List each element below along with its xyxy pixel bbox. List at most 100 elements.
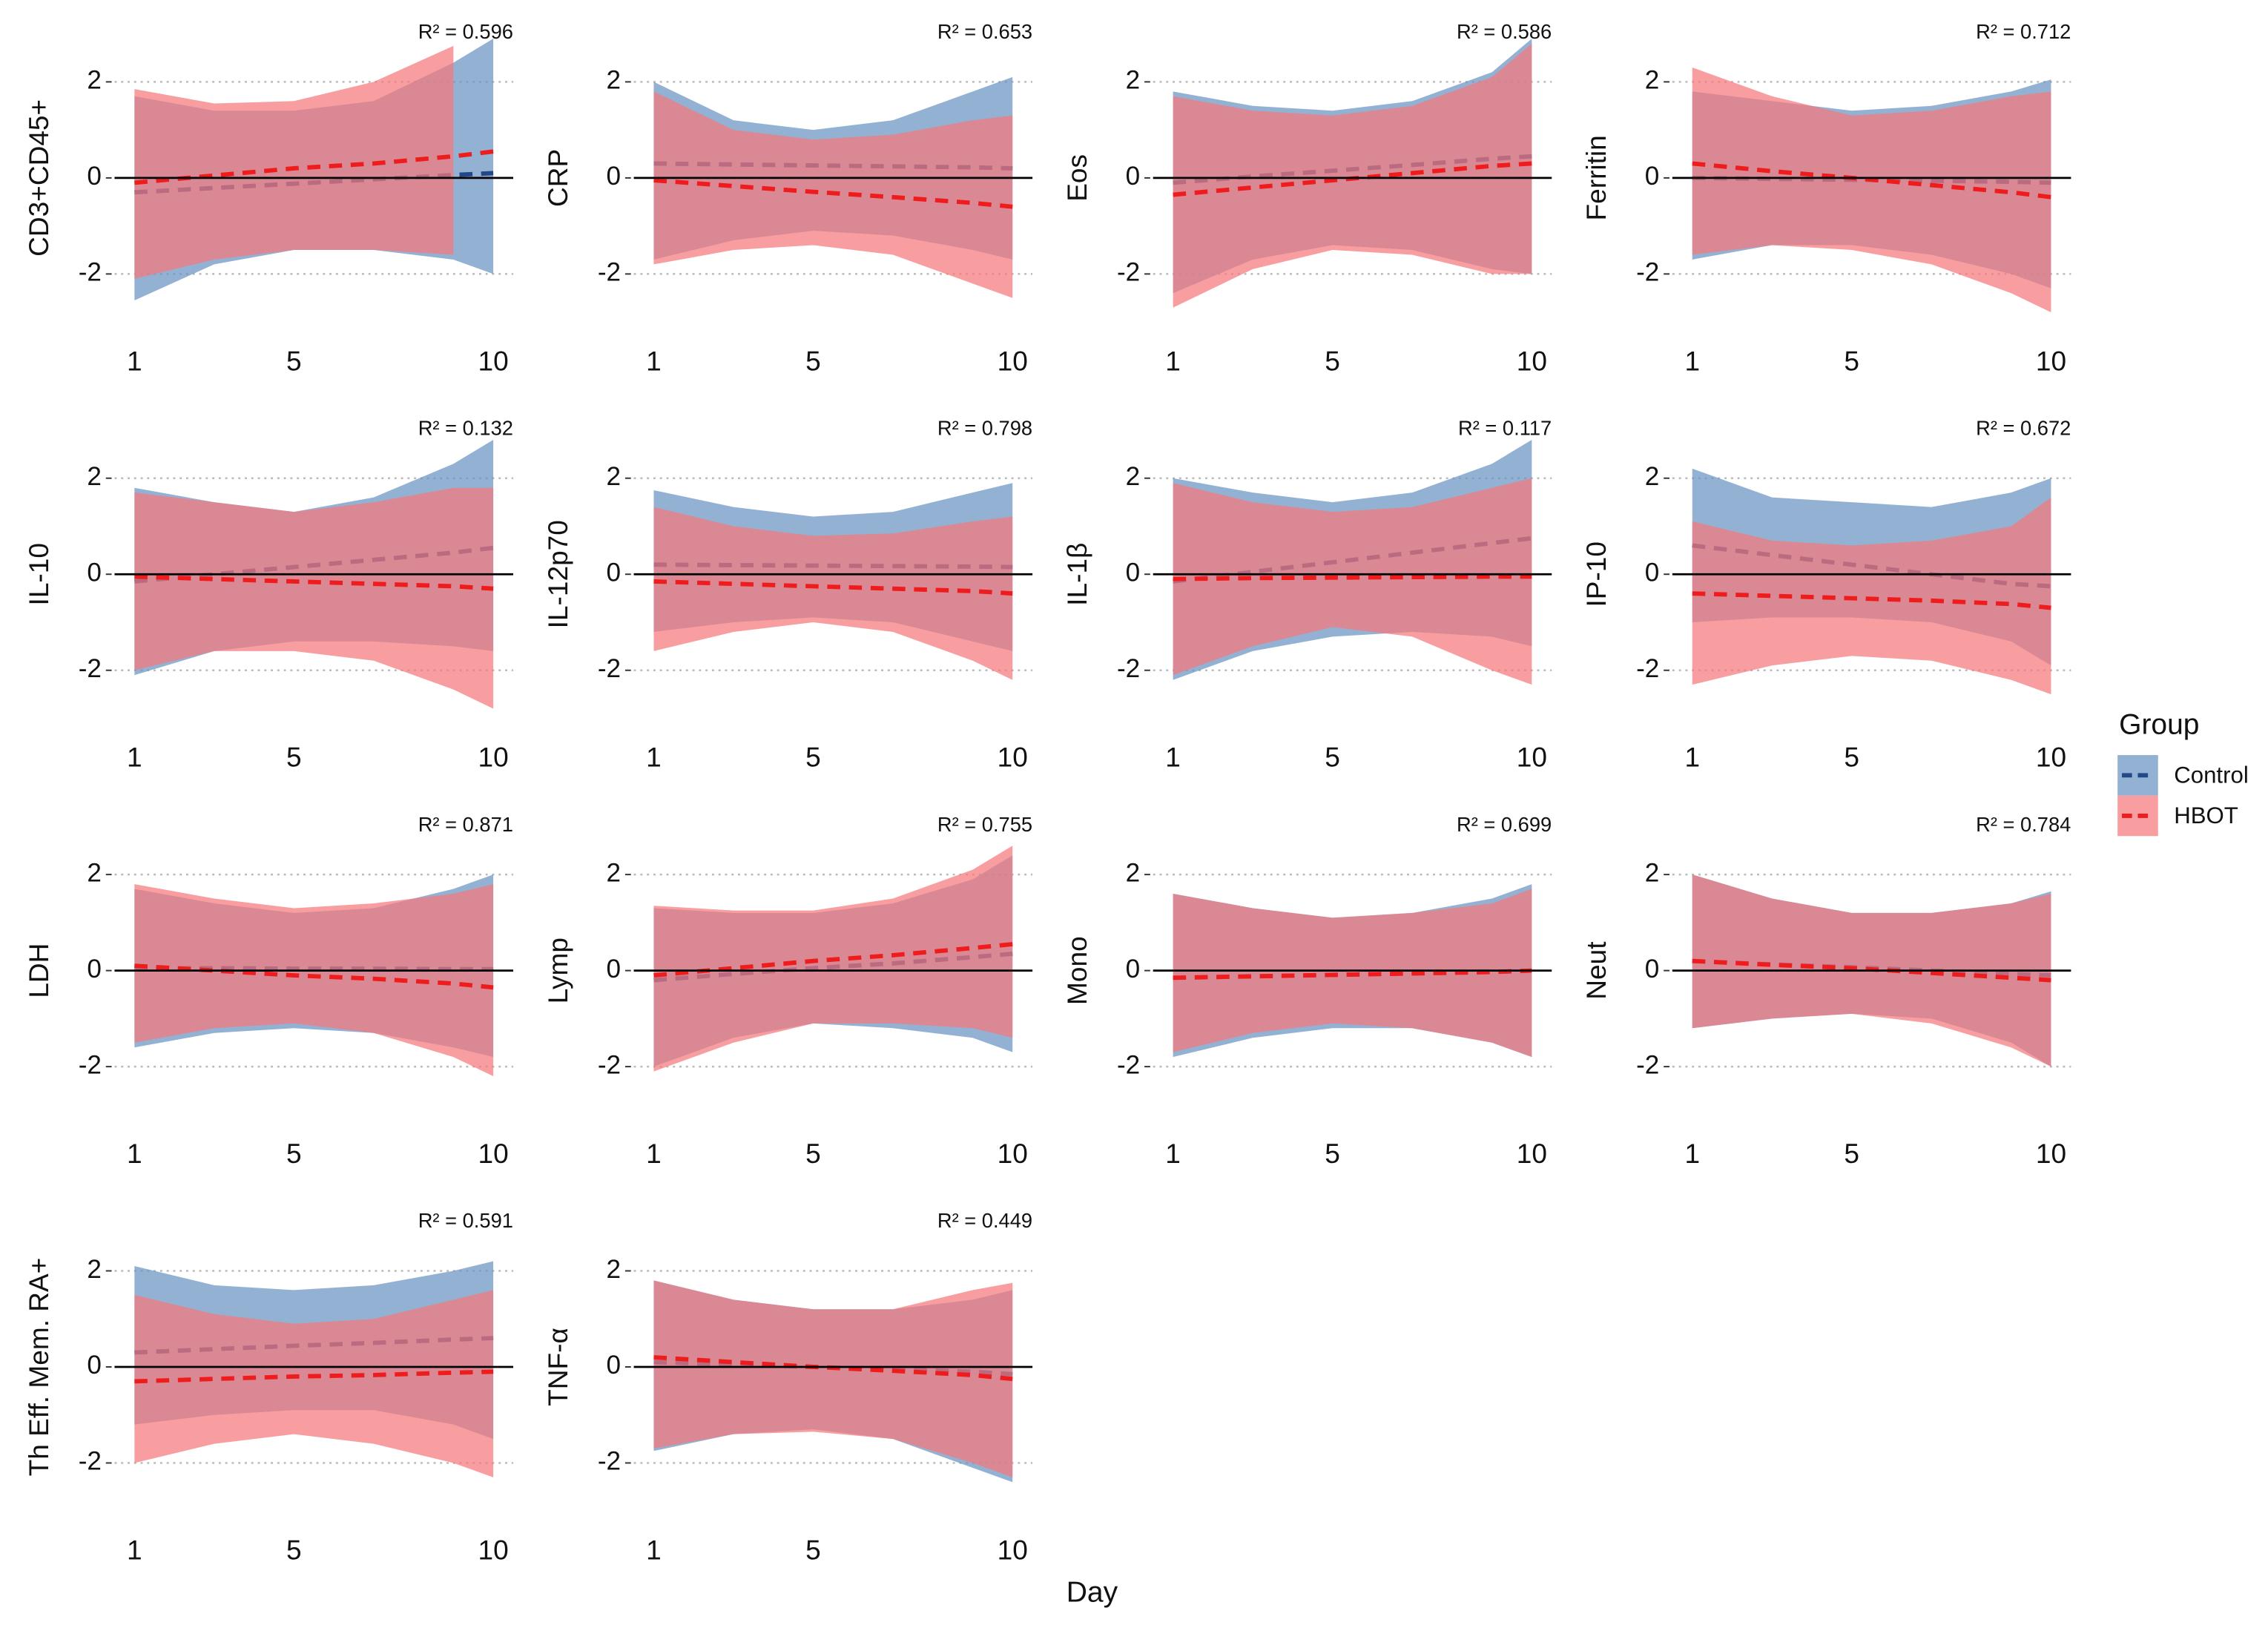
x-tick-label: 10 [478, 742, 508, 773]
x-tick-label: 1 [127, 1534, 142, 1565]
x-tick-label: 1 [127, 742, 142, 773]
annotation: R² = 0.699 [1457, 813, 1552, 836]
legend-label: Control [2174, 762, 2249, 788]
y-axis-label: Eos [1061, 154, 1092, 202]
y-tick-label: 0 [607, 558, 622, 587]
y-tick-label: 2 [607, 858, 622, 887]
x-tick-label: 5 [286, 345, 302, 376]
x-tick-label: 1 [127, 1138, 142, 1169]
y-tick-label: -2 [1117, 654, 1140, 683]
mean-line [653, 1355, 1013, 1382]
y-tick-label: -2 [598, 1447, 621, 1476]
y-tick-label: 0 [87, 1351, 102, 1380]
x-tick-label: 10 [998, 1534, 1028, 1565]
y-tick-label: 2 [87, 858, 102, 887]
y-tick-label: 2 [1645, 858, 1660, 887]
legend-label: HBOT [2174, 803, 2238, 828]
mean-line [134, 1369, 494, 1384]
x-tick-label: 1 [1165, 1138, 1181, 1169]
mean-line [134, 149, 494, 185]
y-tick-label: 0 [1126, 955, 1141, 983]
y-axis-label: IL-1β [1061, 543, 1092, 606]
confidence-band [134, 487, 494, 709]
y-tick-label: -2 [79, 1050, 102, 1079]
y-tick-label: 0 [607, 1351, 622, 1380]
y-tick-label: 0 [1645, 558, 1660, 587]
x-tick-label: 10 [998, 742, 1028, 773]
y-tick-label: 0 [87, 162, 102, 191]
confidence-band [134, 884, 494, 1077]
y-tick-label: 2 [87, 66, 102, 95]
y-tick-label: 2 [1645, 462, 1660, 491]
x-tick-label: 10 [1517, 1138, 1547, 1169]
x-tick-label: 10 [478, 345, 508, 376]
annotation: R² = 0.784 [1976, 813, 2071, 836]
confidence-band [653, 1280, 1013, 1477]
y-tick-label: -2 [1636, 258, 1659, 287]
x-tick-label: 1 [1684, 345, 1700, 376]
x-tick-label: 10 [1517, 345, 1547, 376]
mean-line [134, 574, 494, 591]
y-tick-label: 2 [1126, 66, 1141, 95]
annotation: R² = 0.586 [1457, 20, 1552, 43]
x-tick-label: 1 [127, 345, 142, 376]
y-tick-label: 2 [87, 1255, 102, 1284]
x-tick-label: 10 [2036, 742, 2066, 773]
y-tick-label: -2 [1117, 258, 1140, 287]
y-tick-label: 0 [1126, 162, 1141, 191]
x-axis-label: Day [1067, 1576, 1118, 1608]
y-tick-label: 2 [1126, 858, 1141, 887]
confidence-band [1692, 497, 2051, 695]
y-axis-label: Mono [1061, 936, 1092, 1005]
x-tick-label: 1 [646, 1534, 662, 1565]
y-axis-label: Th Eff. Mem. RA+ [23, 1258, 54, 1477]
mean-line [653, 579, 1013, 596]
y-tick-label: 0 [87, 558, 102, 587]
annotation: R² = 0.712 [1976, 20, 2071, 43]
mean-line [1173, 968, 1532, 981]
confidence-band [134, 1290, 494, 1477]
x-tick-label: 5 [286, 742, 302, 773]
y-tick-label: 2 [1645, 66, 1660, 95]
confidence-band [653, 507, 1013, 680]
annotation: R² = 0.871 [418, 813, 513, 836]
y-tick-label: -2 [79, 258, 102, 287]
annotation: R² = 0.672 [1976, 416, 2071, 439]
y-tick-label: -2 [598, 258, 621, 287]
y-tick-label: 2 [87, 462, 102, 491]
x-tick-label: 10 [998, 1138, 1028, 1169]
x-tick-label: 5 [286, 1138, 302, 1169]
y-tick-label: 0 [1645, 955, 1660, 983]
x-tick-label: 1 [1165, 345, 1181, 376]
x-tick-label: 10 [998, 345, 1028, 376]
y-axis-label: IP-10 [1580, 541, 1612, 607]
y-tick-label: 0 [607, 162, 622, 191]
annotation: R² = 0.591 [418, 1209, 513, 1232]
x-tick-label: 10 [2036, 1138, 2066, 1169]
x-tick-label: 5 [1325, 1138, 1340, 1169]
y-axis-label: Neut [1580, 941, 1612, 1000]
y-axis-label: Lymp [542, 937, 573, 1004]
y-tick-label: 0 [1645, 162, 1660, 191]
x-tick-label: 1 [646, 742, 662, 773]
y-tick-label: -2 [1636, 1050, 1659, 1079]
y-tick-label: -2 [1117, 1050, 1140, 1079]
x-tick-label: 10 [478, 1534, 508, 1565]
mean-line [653, 178, 1013, 209]
confidence-band [1173, 478, 1532, 685]
x-tick-label: 5 [1844, 742, 1859, 773]
y-tick-label: 0 [87, 955, 102, 983]
y-axis-label: CD3+CD45+ [23, 99, 54, 257]
y-tick-label: 2 [607, 462, 622, 491]
y-axis-label: Ferritin [1580, 135, 1612, 220]
y-axis-label: IL-10 [23, 543, 54, 605]
annotation: R² = 0.132 [418, 416, 513, 439]
x-tick-label: 5 [1844, 345, 1859, 376]
y-tick-label: 2 [1126, 462, 1141, 491]
y-tick-label: -2 [1636, 654, 1659, 683]
y-tick-label: -2 [79, 654, 102, 683]
y-axis-label: TNF-α [542, 1328, 573, 1406]
legend-title: Group [2119, 708, 2199, 740]
y-axis-label: LDH [23, 943, 54, 998]
